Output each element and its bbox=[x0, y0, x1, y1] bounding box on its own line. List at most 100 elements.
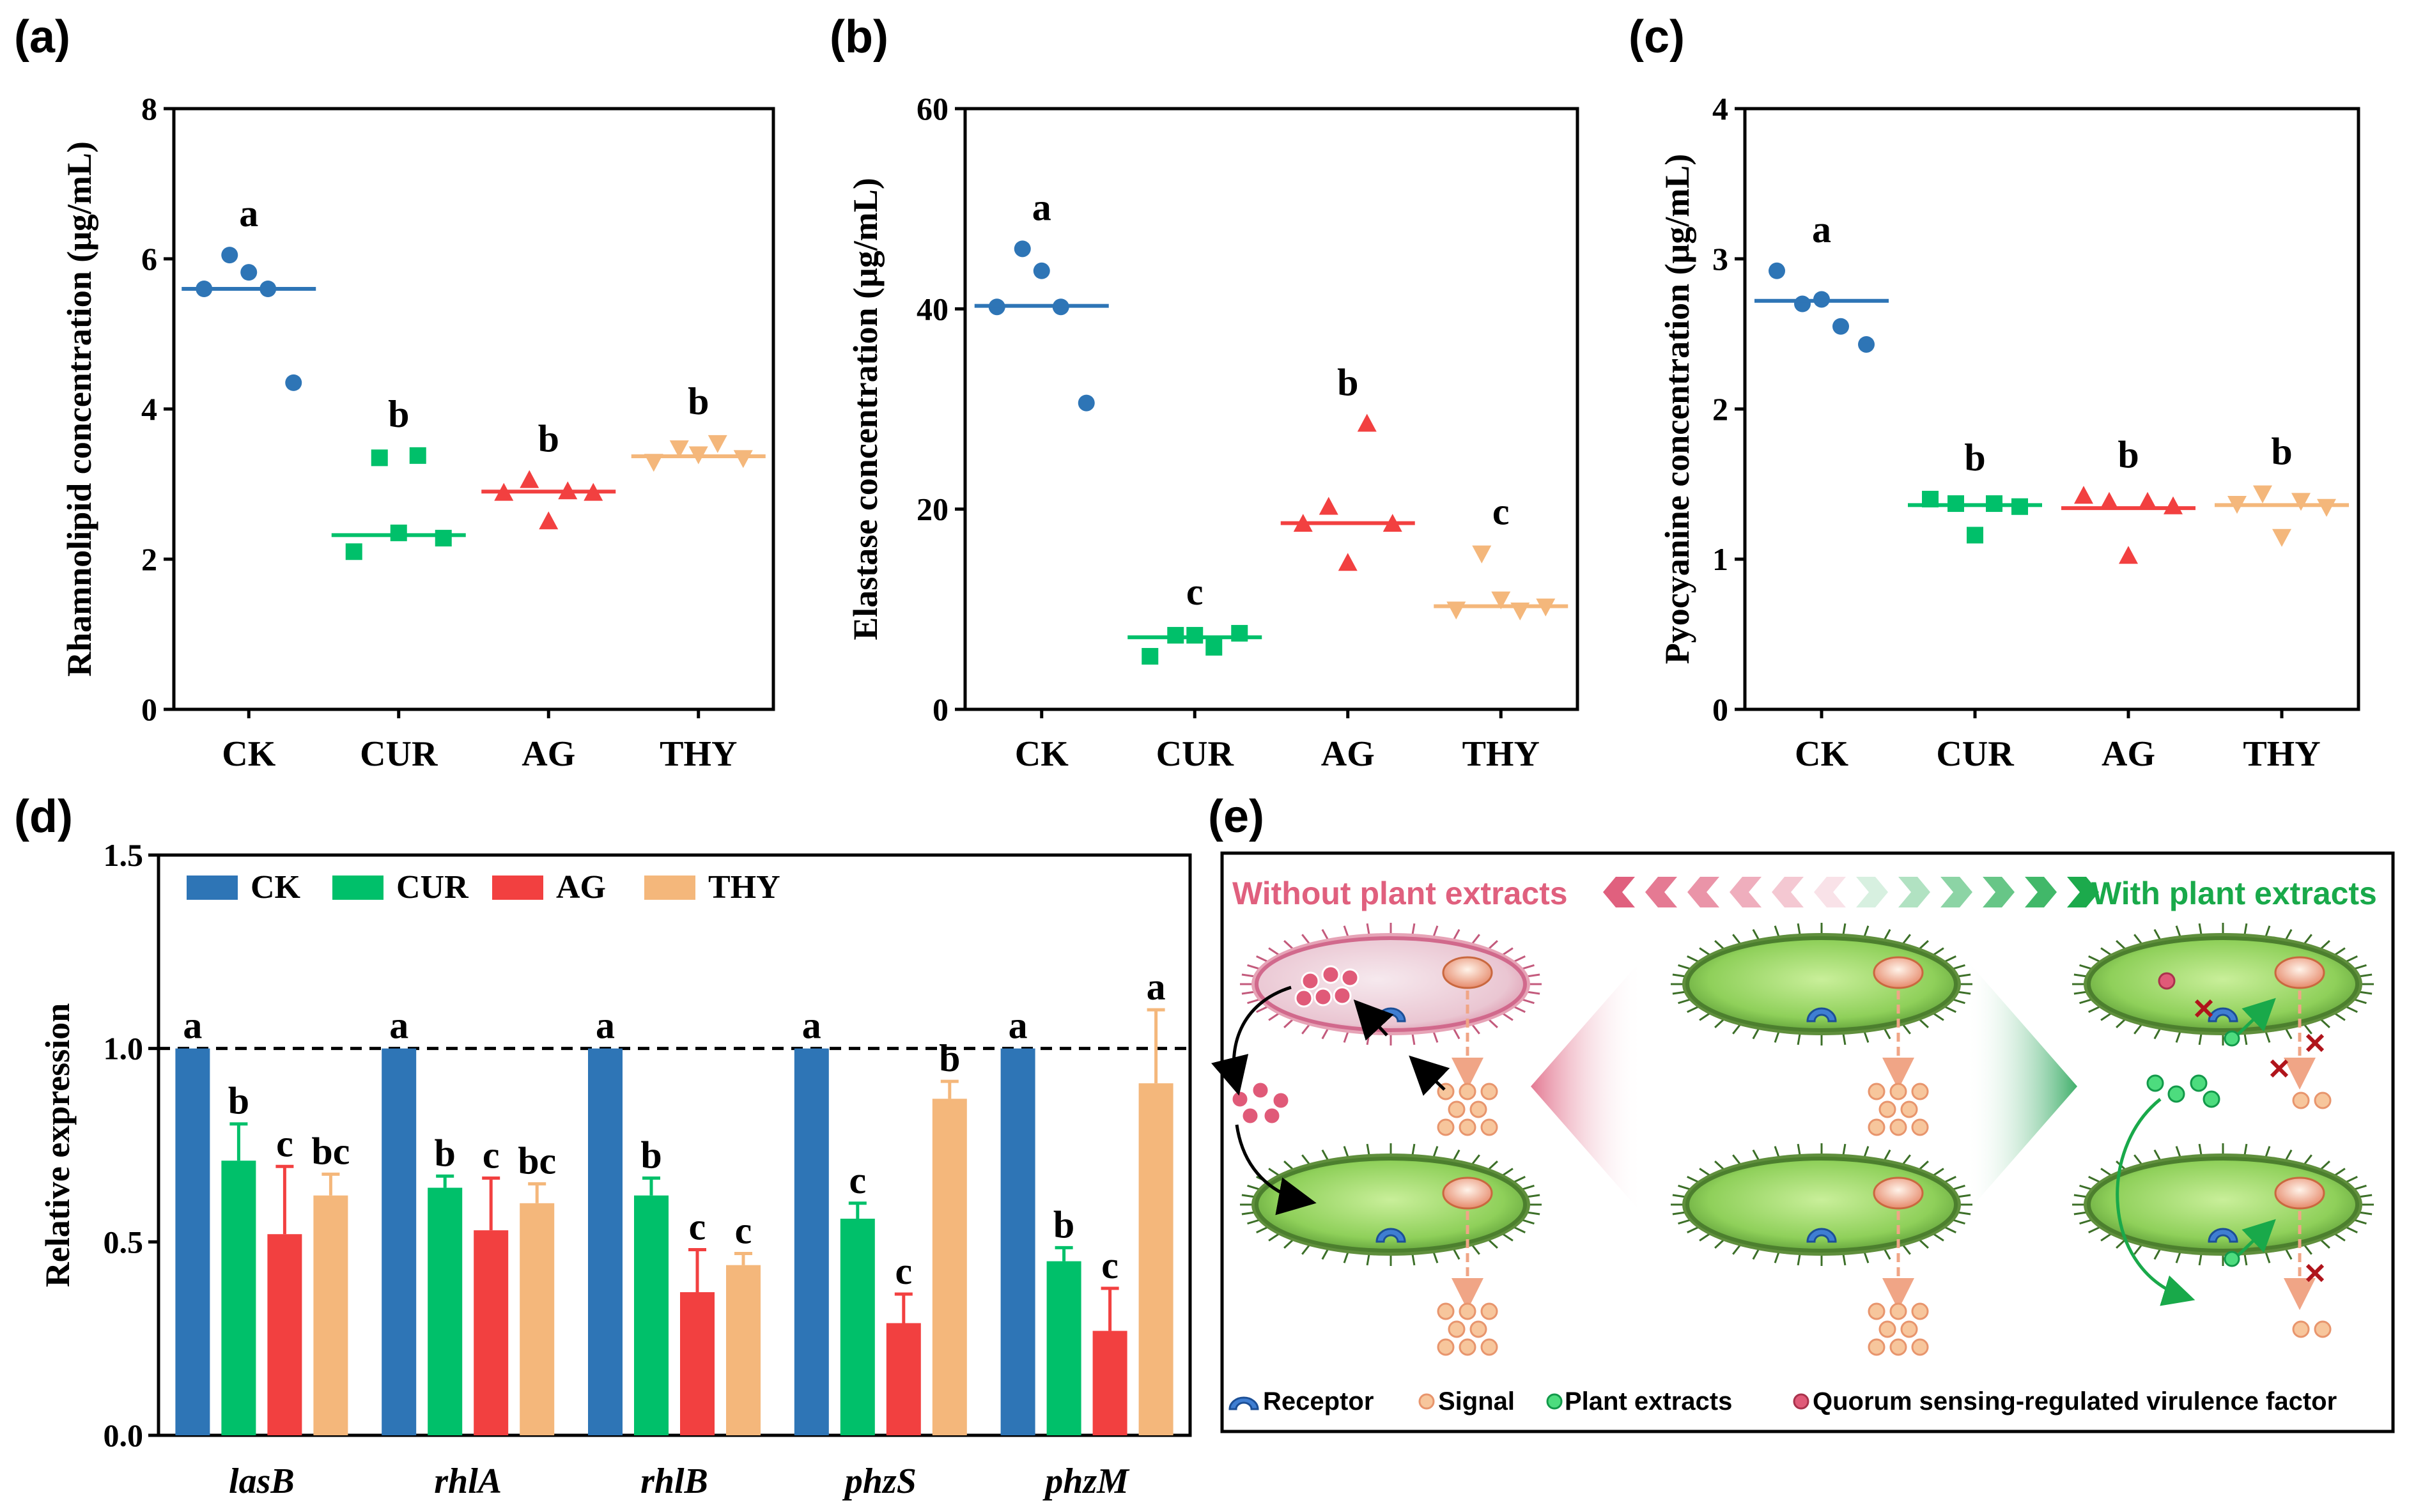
signal-molecule bbox=[1480, 1118, 1498, 1136]
significance-letter: c bbox=[276, 1122, 293, 1164]
y-tick-label: 0.5 bbox=[104, 1224, 144, 1260]
panel-label-c: (c) bbox=[1629, 12, 1685, 63]
receptor bbox=[1806, 1007, 1837, 1022]
bar bbox=[840, 1219, 875, 1435]
y-tick-label: 0.0 bbox=[104, 1417, 144, 1453]
with-gradient-wedge bbox=[1965, 959, 2077, 1214]
signal-molecule bbox=[1480, 1302, 1498, 1320]
significance-letter: c bbox=[1101, 1244, 1119, 1286]
panel-a-scatter-chart: 0 2 4 6 8 Rhamnolipid concentration (μg/mL) CK… bbox=[60, 91, 775, 774]
chevron bbox=[1856, 877, 1888, 907]
significance-letter: a bbox=[239, 192, 258, 235]
signal-molecule bbox=[2292, 1320, 2310, 1338]
receptor bbox=[2208, 1007, 2238, 1022]
signal-icon bbox=[1418, 1393, 1435, 1410]
without-plant-extracts-title: Without plant extracts bbox=[1232, 876, 1568, 911]
nucleus bbox=[2274, 1176, 2325, 1210]
signal-molecule bbox=[1437, 1118, 1455, 1136]
bar bbox=[221, 1161, 256, 1435]
legend-swatch bbox=[332, 876, 383, 900]
data-point bbox=[1205, 638, 1223, 656]
significance-letter: a bbox=[1032, 186, 1051, 228]
x-tick-label: CUR bbox=[1156, 734, 1234, 774]
plant-extract-molecule bbox=[2190, 1074, 2208, 1092]
significance-letter: b bbox=[2271, 431, 2292, 473]
bar bbox=[428, 1187, 463, 1435]
data-point bbox=[2100, 491, 2119, 510]
significance-letter: b bbox=[538, 418, 559, 460]
chevron bbox=[1687, 877, 1719, 907]
y-tick-label: 1 bbox=[1712, 541, 1728, 577]
bar bbox=[175, 1048, 210, 1435]
bar bbox=[520, 1203, 555, 1435]
chevron bbox=[1645, 877, 1677, 907]
significance-letter: b bbox=[939, 1037, 960, 1079]
data-point bbox=[669, 440, 689, 459]
signal-molecule bbox=[1911, 1083, 1929, 1100]
nucleus bbox=[2274, 956, 2325, 989]
significance-letter: b bbox=[435, 1132, 456, 1174]
signal-molecule bbox=[1868, 1338, 1886, 1356]
chevron bbox=[1898, 877, 1930, 907]
bar bbox=[932, 1099, 967, 1435]
y-tick-label: 0 bbox=[933, 691, 949, 727]
legend-swatch bbox=[644, 876, 695, 900]
significance-letter: c bbox=[689, 1205, 706, 1247]
data-point bbox=[2074, 486, 2093, 504]
significance-letter: b bbox=[228, 1080, 249, 1122]
without-gradient-wedge bbox=[1531, 959, 1643, 1214]
signal-molecule bbox=[1900, 1320, 1918, 1338]
y-tick-label: 4 bbox=[141, 391, 157, 427]
data-point bbox=[1338, 553, 1358, 571]
significance-letter: a bbox=[1812, 208, 1831, 251]
export-arrow bbox=[1211, 985, 1292, 1096]
x-tick-label: CK bbox=[1795, 734, 1848, 774]
legend-signal: Signal bbox=[1438, 1387, 1515, 1416]
data-point bbox=[1014, 240, 1031, 258]
y-tick-label: 40 bbox=[917, 291, 949, 327]
y-tick-label: 0 bbox=[1712, 691, 1728, 727]
signal-molecule bbox=[1878, 1320, 1896, 1338]
plant-extract-molecule bbox=[2167, 1085, 2185, 1103]
legend-swatch bbox=[187, 876, 238, 900]
data-point bbox=[2291, 493, 2311, 511]
signal-molecule bbox=[1437, 1338, 1455, 1356]
significance-letter: c bbox=[735, 1209, 752, 1251]
signal-molecule bbox=[1448, 1100, 1466, 1118]
data-point bbox=[2272, 528, 2291, 547]
legend-entry: THY bbox=[708, 869, 780, 906]
signal-molecule bbox=[1448, 1320, 1466, 1338]
data-point bbox=[409, 447, 426, 464]
bacterium bbox=[2072, 1143, 2374, 1310]
panel-label-e: (e) bbox=[1208, 791, 1264, 842]
bar bbox=[1046, 1261, 1081, 1435]
x-tick-label: rhlB bbox=[640, 1462, 708, 1501]
data-point bbox=[345, 543, 362, 560]
plant-extract-molecule bbox=[2224, 1251, 2240, 1267]
y-axis-label: Elastase concentration (μg/mL) bbox=[846, 178, 885, 640]
significance-letter: c bbox=[1186, 571, 1204, 613]
plant-extract-molecule bbox=[2146, 1074, 2164, 1092]
with-plant-extracts-title: With plant extracts bbox=[2091, 876, 2377, 911]
data-point bbox=[1142, 647, 1159, 665]
signal-molecule bbox=[2314, 1320, 2332, 1338]
significance-letter: a bbox=[596, 1005, 615, 1047]
significance-letter: b bbox=[388, 393, 409, 435]
panel-d-bar-chart: 0.0 0.5 1.0 1.5 Relative expression CK CUR AG TH… bbox=[38, 837, 1192, 1501]
data-point bbox=[1446, 601, 1466, 620]
bar bbox=[886, 1323, 921, 1435]
data-point bbox=[539, 511, 559, 530]
bar bbox=[267, 1234, 302, 1435]
receptor-activation-arrow bbox=[1353, 999, 1394, 1041]
bacterium bbox=[1671, 923, 1972, 1090]
significance-letter: b bbox=[1964, 436, 1985, 479]
signal-molecule bbox=[1900, 1100, 1918, 1118]
left-scenario bbox=[1211, 965, 1450, 1215]
signal-molecule bbox=[1889, 1338, 1907, 1356]
plot-frame bbox=[172, 107, 775, 711]
bar bbox=[794, 1048, 829, 1435]
receptor bbox=[2208, 1228, 2238, 1243]
legend-receptor: Receptor bbox=[1263, 1387, 1374, 1416]
data-point bbox=[1078, 394, 1095, 412]
x-tick-label: phzS bbox=[842, 1462, 917, 1501]
